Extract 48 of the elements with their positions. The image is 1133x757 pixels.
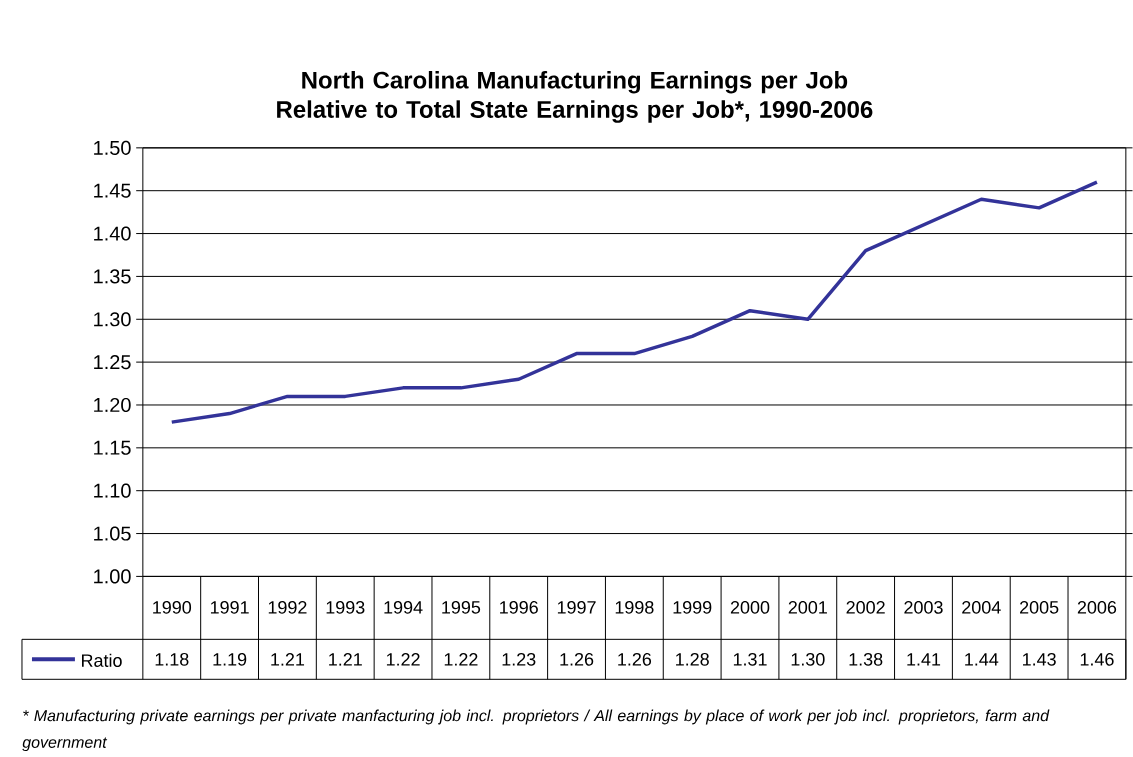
x-tick-label: 2001	[788, 600, 827, 614]
data-label: 1.38	[849, 652, 883, 666]
data-label: 1.21	[329, 652, 362, 666]
data-label: 1.22	[386, 652, 420, 666]
data-label: 1.22	[444, 652, 478, 666]
data-label: 1.46	[1080, 652, 1114, 666]
y-tick-label: 1.15	[94, 440, 131, 455]
x-tick-label: 2005	[1020, 600, 1059, 614]
x-tick-label: 1990	[153, 600, 192, 614]
data-label: 1.28	[676, 652, 709, 666]
data-label: 1.43	[1023, 652, 1056, 666]
y-tick-label: 1.50	[94, 140, 131, 155]
chart-title: North Carolina Manufacturing Earnings per Job Relative to Total State Earnings per Job*, 1990-2006	[277, 70, 873, 123]
y-tick-label: 1.35	[94, 269, 131, 284]
data-label: 1.23	[502, 652, 536, 666]
y-tick-label: 1.45	[94, 183, 131, 198]
x-tick-label: 1993	[326, 600, 365, 614]
data-label: 1.26	[618, 652, 652, 666]
x-tick-label: 1999	[673, 600, 712, 614]
data-label: 1.21	[271, 652, 305, 666]
data-label: 1.31	[733, 652, 767, 666]
x-tick-label: 1991	[210, 600, 249, 614]
data-label: 1.41	[907, 653, 941, 666]
y-tick-label: 1.10	[94, 483, 131, 498]
legend-label: Ratio	[82, 653, 122, 667]
data-label: 1.26	[560, 652, 594, 666]
x-tick-label: 1997	[557, 600, 596, 614]
x-tick-label: 1992	[268, 600, 307, 614]
y-tick-label: 1.00	[94, 569, 131, 584]
x-tick-label: 1995	[442, 600, 481, 614]
x-tick-label: 2004	[962, 600, 1001, 614]
data-label: 1.44	[965, 653, 999, 666]
y-tick-label: 1.20	[94, 397, 131, 412]
y-tick-label: 1.30	[94, 312, 131, 327]
x-tick-label: 1996	[500, 600, 538, 614]
y-tick-label: 1.40	[94, 226, 131, 241]
text: * Manufacturing private earnings per private manfacturing job incl. proprietors / All earnings by place of work per job incl. proprietors, farm and government	[22, 709, 1050, 751]
x-tick-label: 2000	[730, 600, 770, 614]
data-label: 1.18	[155, 652, 189, 666]
y-tick-label: 1.25	[94, 354, 131, 370]
x-tick-label: 1998	[615, 600, 654, 614]
x-tick-label: 2006	[1077, 600, 1117, 614]
x-tick-label: 1994	[384, 600, 423, 614]
y-tick-label: 1.05	[94, 526, 131, 541]
x-tick-label: 2003	[904, 600, 943, 614]
data-label: 1.30	[791, 652, 825, 666]
data-label: 1.19	[213, 652, 247, 666]
x-tick-label: 2002	[846, 600, 885, 614]
